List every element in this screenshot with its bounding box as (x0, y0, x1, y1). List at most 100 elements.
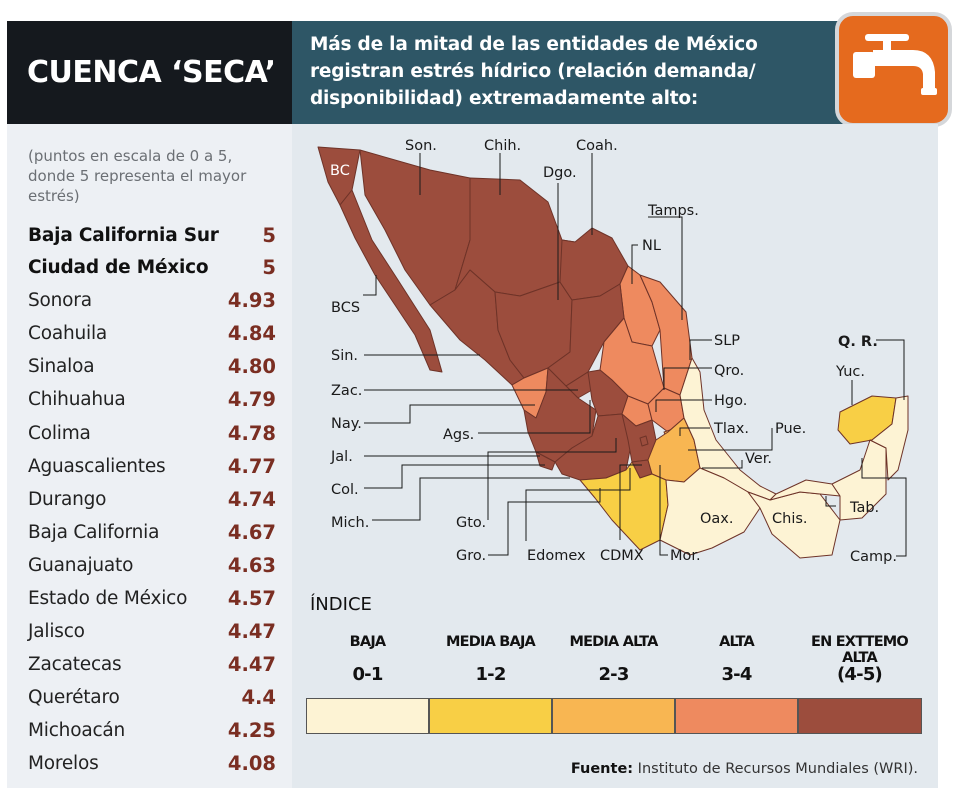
state-name: Querétaro (28, 687, 120, 708)
state-name: Sinaloa (28, 356, 95, 377)
stress-value: 5 (262, 256, 276, 279)
state-name: Coahuila (28, 323, 108, 344)
leader-line (679, 427, 710, 436)
ranking-row: Durango 4.74 (28, 484, 276, 516)
region-oax (659, 467, 761, 556)
region-chis (747, 491, 841, 559)
state-name: Durango (28, 489, 107, 510)
state-label-yuc: Yuc. (835, 364, 865, 380)
headline-line: registran estrés hídrico (relación deman… (310, 61, 756, 82)
legend-panel: ÍNDICE BAJA 0-1 MEDIA BAJA 1-2 MEDIA ALTA 2-3… (292, 576, 938, 788)
legend-label: MEDIA ALTA (569, 634, 658, 650)
state-label-oax: Oax. (700, 511, 734, 527)
region-qr (869, 395, 909, 481)
state-name: Chihuahua (28, 389, 126, 410)
stress-value: 4.67 (227, 521, 276, 544)
ranking-row: Jalisco 4.47 (28, 616, 276, 648)
legend-range: 0-1 (352, 664, 383, 685)
ranking-row: Guanajuato 4.63 (28, 550, 276, 582)
leader-line (631, 244, 638, 284)
legend-label: MEDIA BAJA (446, 634, 536, 650)
panel-title: CUENCA ‘SECA’ (7, 21, 292, 124)
state-label-jal: Jal. (330, 449, 353, 465)
state-label-coah: Coah. (576, 138, 618, 154)
leader-line (702, 460, 743, 469)
leader-line (372, 477, 570, 521)
state-label-tlax: Tlax. (713, 421, 749, 437)
leader-line (364, 404, 535, 424)
state-label-mor: Mor. (670, 548, 701, 564)
state-label-pue: Pue. (775, 421, 806, 437)
state-label-mich: Mich. (331, 515, 369, 531)
state-name: Baja California (28, 522, 160, 543)
stress-value: 4.47 (227, 653, 276, 676)
stress-value: 4.4 (241, 686, 276, 709)
stress-value: 4.78 (227, 422, 276, 445)
leader-line (825, 496, 836, 507)
headline-bar: Más de la mitad de las entidades de Méxi… (292, 21, 938, 124)
state-label-tamps: Tamps. (647, 203, 699, 219)
faucet-icon (835, 12, 952, 127)
leader-line (689, 339, 712, 360)
ranking-row: Michoacán 4.25 (28, 715, 276, 747)
state-label-gro: Gro. (456, 548, 486, 564)
state-name: Sonora (28, 290, 92, 311)
leader-line (487, 438, 617, 520)
ranking-row: Zacatecas 4.47 (28, 649, 276, 681)
ranking-row: Chihuahua 4.79 (28, 384, 276, 416)
ranking-row: Colima 4.78 (28, 418, 276, 450)
state-label-cdmx: CDMX (600, 548, 644, 564)
region-bcs (339, 189, 443, 373)
region-cdmx (639, 435, 649, 447)
stress-value: 4.57 (227, 587, 276, 610)
scale-note: (puntos en escala de 0 a 5, donde 5 repr… (28, 147, 247, 205)
state-name: Guanajuato (28, 555, 134, 576)
map-panel: BC Son. Chih. Coah. Dgo. Tamps. NL BCS Sin. Zac. N… (292, 124, 938, 576)
state-label-bcs: BCS (331, 300, 360, 316)
state-label-nl: NL (642, 238, 661, 254)
ranking-panel: CUENCA ‘SECA’ (puntos en escala de 0 a 5… (7, 21, 292, 788)
ranking-row: Aguascalientes 4.77 (28, 451, 276, 483)
leader-line (648, 216, 683, 320)
stress-value: 4.08 (227, 752, 276, 775)
legend-range: 1-2 (475, 664, 506, 685)
headline-line: Más de la mitad de las entidades de Méxi… (310, 34, 758, 55)
ranking-row: Estado de México 4.57 (28, 583, 276, 615)
leader-line (659, 465, 668, 556)
state-label-gto: Gto. (456, 515, 486, 531)
ranking-row: Coahuila 4.84 (28, 318, 276, 350)
state-label-chis: Chis. (772, 511, 808, 527)
source-label: Fuente: (570, 761, 634, 777)
leader-line (619, 464, 642, 540)
leader-line (876, 339, 905, 400)
leader-line (655, 399, 712, 412)
state-label-chih: Chih. (484, 138, 521, 154)
state-label-dgo: Dgo. (543, 165, 577, 181)
state-label-edomex: Edomex (527, 548, 586, 564)
state-label-sin: Sin. (331, 348, 358, 364)
ranking-row: Baja California 4.67 (28, 517, 276, 549)
state-label-qro: Qro. (714, 363, 744, 379)
legend-label: ALTA (719, 634, 755, 650)
state-label-camp: Camp. (850, 549, 897, 565)
legend-swatch (552, 698, 675, 734)
stress-value: 4.74 (227, 488, 276, 511)
stress-value: 4.84 (227, 322, 276, 345)
stress-value: 4.77 (227, 455, 276, 478)
legend-swatch (798, 698, 922, 734)
state-name: Michoacán (28, 720, 126, 741)
state-name: Ciudad de México (28, 257, 209, 278)
ranking-row: Morelos 4.08 (28, 748, 276, 780)
stress-value: 4.47 (227, 620, 276, 643)
state-name: Jalisco (28, 621, 85, 642)
stress-value: 4.93 (227, 289, 276, 312)
state-label-ags: Ags. (443, 427, 474, 443)
stress-value: 4.25 (227, 719, 276, 742)
state-label-bc: BC (330, 163, 350, 179)
leader-line (364, 464, 545, 489)
source-text: Instituto de Recursos Mundiales (WRI). (633, 761, 918, 777)
legend-swatch (306, 698, 429, 734)
leader-line (663, 367, 712, 390)
legend-label: BAJA (349, 634, 387, 650)
state-label-slp: SLP (714, 333, 740, 349)
